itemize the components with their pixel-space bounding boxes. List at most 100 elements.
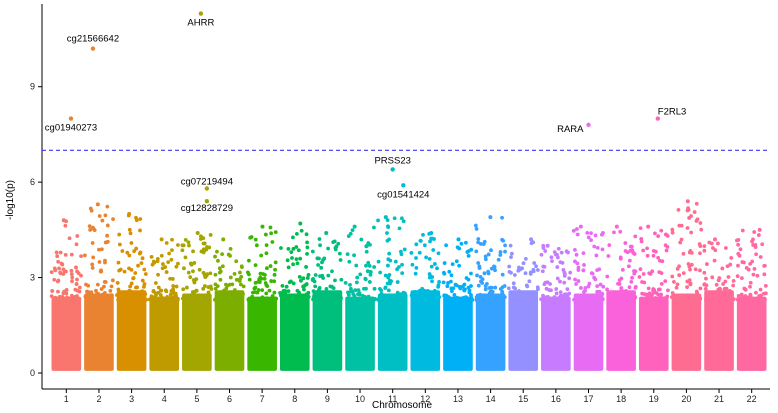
point bbox=[686, 262, 691, 266]
point bbox=[540, 269, 545, 274]
point bbox=[476, 283, 481, 288]
point bbox=[183, 255, 188, 260]
point bbox=[647, 271, 652, 276]
point bbox=[412, 297, 417, 302]
point bbox=[709, 290, 714, 295]
point bbox=[507, 264, 512, 269]
point bbox=[355, 280, 359, 285]
point-annotation: F2RL3 bbox=[658, 107, 687, 118]
point bbox=[291, 235, 295, 240]
point bbox=[387, 251, 392, 256]
point bbox=[666, 288, 670, 293]
point bbox=[153, 291, 158, 296]
point bbox=[527, 279, 532, 284]
point bbox=[758, 255, 763, 259]
point bbox=[103, 213, 108, 218]
point bbox=[356, 288, 361, 293]
point bbox=[174, 284, 179, 289]
point bbox=[660, 259, 665, 264]
point bbox=[502, 284, 507, 288]
point bbox=[562, 293, 567, 297]
point bbox=[698, 251, 702, 256]
point bbox=[633, 234, 638, 239]
point bbox=[470, 297, 475, 302]
point bbox=[272, 290, 277, 295]
point bbox=[121, 290, 126, 295]
point bbox=[589, 271, 594, 276]
point bbox=[704, 294, 709, 299]
point bbox=[164, 297, 169, 302]
point bbox=[321, 276, 325, 280]
point bbox=[302, 287, 306, 292]
point bbox=[513, 286, 518, 291]
point bbox=[442, 293, 447, 298]
point bbox=[630, 275, 634, 280]
point bbox=[149, 254, 154, 259]
point bbox=[240, 265, 244, 269]
point bbox=[754, 252, 758, 257]
point bbox=[432, 237, 436, 241]
point bbox=[121, 297, 126, 302]
point bbox=[605, 274, 610, 279]
point bbox=[387, 237, 391, 242]
chromosome-22-bulk bbox=[736, 296, 767, 371]
point bbox=[489, 248, 493, 253]
point bbox=[750, 239, 754, 244]
point bbox=[659, 297, 664, 302]
point bbox=[49, 270, 54, 275]
point bbox=[133, 271, 138, 275]
point bbox=[382, 295, 387, 300]
point bbox=[762, 272, 767, 277]
point bbox=[295, 261, 300, 266]
point bbox=[459, 241, 464, 246]
point bbox=[173, 297, 178, 302]
point bbox=[597, 289, 602, 294]
point bbox=[665, 294, 670, 299]
point-annotations: AHRR cg21566642 cg01940273 F2RL3 RARA PRSS23 c… bbox=[45, 18, 686, 215]
point bbox=[125, 250, 130, 255]
x-axis-title: Chromosome bbox=[372, 400, 432, 411]
x-tick-label: 14 bbox=[486, 394, 496, 404]
x-tick-label: 16 bbox=[551, 394, 561, 404]
point bbox=[317, 237, 322, 241]
point bbox=[720, 266, 725, 271]
point bbox=[61, 218, 66, 223]
chromosome-21-points bbox=[702, 237, 736, 371]
point bbox=[449, 273, 454, 278]
point bbox=[99, 247, 104, 252]
point bbox=[581, 268, 586, 273]
point bbox=[159, 237, 164, 242]
point bbox=[429, 264, 434, 269]
point bbox=[273, 267, 278, 272]
point bbox=[290, 256, 294, 260]
point bbox=[409, 293, 414, 298]
point bbox=[77, 285, 82, 290]
point bbox=[514, 295, 519, 300]
point bbox=[62, 290, 67, 294]
point bbox=[350, 228, 355, 233]
point bbox=[285, 258, 290, 263]
point bbox=[524, 283, 529, 288]
point bbox=[639, 237, 644, 241]
point bbox=[58, 250, 63, 255]
point bbox=[331, 240, 336, 245]
point bbox=[174, 264, 179, 269]
chromosome-5-bulk bbox=[182, 293, 212, 371]
point bbox=[156, 297, 161, 302]
point bbox=[170, 248, 174, 253]
point bbox=[512, 273, 517, 277]
point bbox=[558, 260, 563, 265]
point bbox=[385, 281, 390, 286]
point bbox=[56, 259, 61, 264]
point bbox=[397, 226, 402, 231]
point bbox=[151, 259, 156, 264]
point bbox=[638, 226, 643, 230]
point bbox=[442, 270, 446, 275]
point bbox=[59, 297, 63, 302]
point bbox=[69, 293, 74, 298]
point bbox=[735, 274, 740, 279]
point bbox=[304, 265, 308, 269]
point bbox=[180, 296, 185, 301]
point bbox=[646, 224, 651, 229]
point bbox=[558, 279, 562, 284]
